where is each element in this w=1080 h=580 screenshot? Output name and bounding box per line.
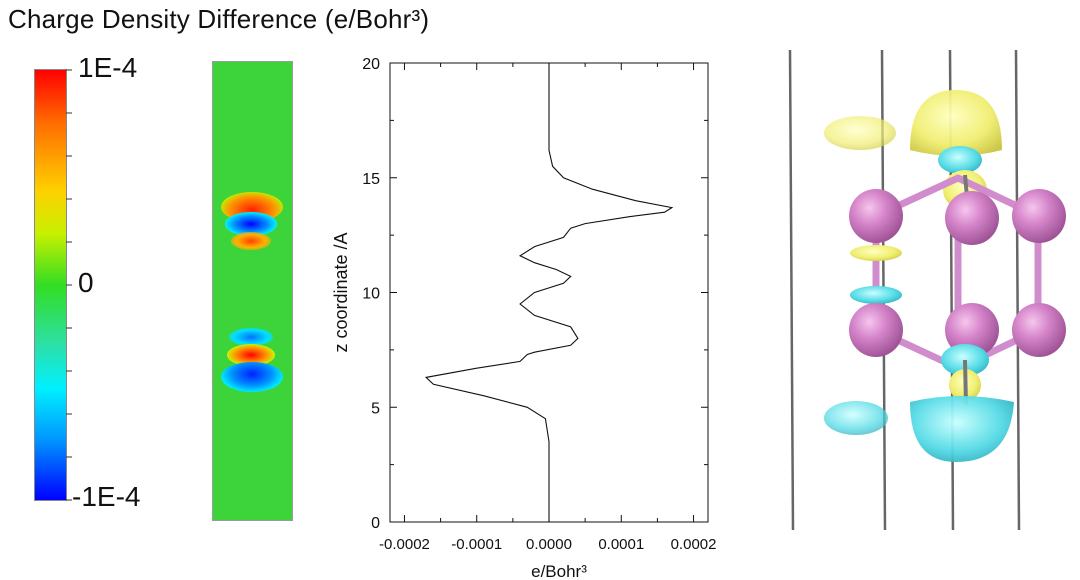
top-yellow-isosurface [910, 90, 1002, 156]
lower-small-lobe-neg [229, 328, 273, 346]
upper-small-lobe [231, 232, 271, 250]
mid-yellow-lobe [850, 245, 902, 261]
x-tick-label: -0.0001 [451, 536, 502, 553]
y-tick-label: 5 [371, 400, 380, 417]
charge-density-map [212, 61, 293, 521]
colorbar-min-label: -1E-4 [72, 481, 141, 512]
x-tick-label: 0.0002 [671, 536, 717, 553]
molecular-structure [788, 49, 1066, 531]
x-tick-label: -0.0002 [379, 536, 430, 553]
series-line [424, 63, 674, 522]
top-cyan-lobe [938, 146, 982, 174]
colorbar-mid-label: 0 [78, 267, 94, 298]
colorbar-ticks [66, 69, 72, 501]
x-tick-label: 0.0001 [598, 536, 644, 553]
y-tick-label: 10 [362, 286, 380, 303]
y-axis-label: z coordinate /A [331, 232, 351, 352]
atoms [849, 189, 1066, 357]
bottom-cyan-isosurface [910, 396, 1014, 462]
y-tick-label: 0 [371, 515, 380, 532]
colorbar-max-label: 1E-4 [78, 52, 138, 83]
colorbar [34, 69, 67, 501]
mid-cyan-lobe [850, 286, 902, 304]
x-axis-label: e/Bohr³ [531, 562, 587, 580]
lower-negative-lobe [221, 362, 283, 392]
x-tick-label: 0.0000 [526, 536, 572, 553]
side-yellow-lobe [824, 116, 896, 150]
y-tick-label: 15 [362, 171, 380, 188]
line-plot: 0 5 10 15 20 -0.0002 -0.0001 0.0000 0.0001 0.0002… [331, 56, 717, 580]
figure-title: Charge Density Difference (e/Bohr³) [8, 4, 430, 34]
y-tick-label: 20 [362, 56, 380, 73]
side-cyan-lobe [824, 401, 888, 435]
lower-positive-lobe [227, 344, 275, 366]
